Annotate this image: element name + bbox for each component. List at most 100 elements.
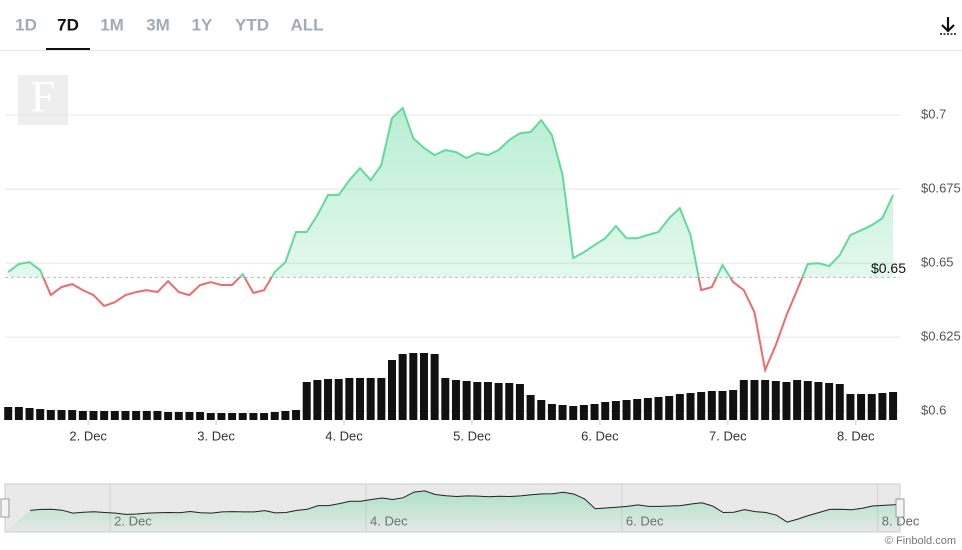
y-tick-label: $0.625 (921, 329, 961, 344)
navigator-handle[interactable] (895, 498, 905, 518)
volume-bar (4, 407, 13, 420)
volume-bar (57, 410, 66, 420)
volume-bar (761, 380, 770, 420)
y-tick-label: $0.675 (921, 181, 961, 196)
volume-bar (803, 381, 812, 420)
range-tab[interactable]: 1D (15, 15, 37, 34)
credit: © Finbold.com (885, 535, 956, 547)
volume-bar (835, 384, 844, 420)
volume-bar (526, 395, 535, 420)
range-tab[interactable]: 1M (100, 15, 124, 34)
volume-bar (825, 383, 834, 420)
volume-bar (537, 400, 546, 420)
range-tab[interactable]: 3M (146, 15, 170, 34)
logo-text: F (31, 72, 55, 121)
volume-bar (185, 412, 194, 420)
x-tick-label: 5. Dec (453, 428, 491, 443)
volume-bar (206, 413, 215, 420)
volume-bar (867, 394, 876, 420)
volume-bar (665, 396, 674, 420)
range-tab[interactable]: YTD (235, 15, 269, 34)
volume-bar (89, 411, 98, 420)
volume-bar (579, 405, 588, 420)
volume-bar (675, 394, 684, 420)
volume-bar (814, 382, 823, 420)
volume-bar (771, 381, 780, 420)
volume-bar (494, 383, 503, 420)
price-area (8, 108, 894, 278)
volume-bar (292, 410, 301, 420)
volume-bar (889, 392, 898, 420)
volume-bar (739, 380, 748, 420)
x-tick-label: 6. Dec (581, 428, 619, 443)
volume-bar (249, 413, 258, 420)
volume-bar (633, 399, 642, 420)
volume-bar (217, 413, 226, 420)
range-tab[interactable]: 1Y (192, 15, 213, 34)
plot-area: $0.6 $0.625 $0.65 $0.675 $0.7 2. Dec 3. Dec 4. … (4, 106, 961, 443)
volume-bar (686, 393, 695, 420)
volume-bar (46, 410, 55, 420)
volume-bar (36, 409, 45, 420)
volume-bar (729, 390, 738, 420)
y-tick-label: $0.6 (921, 403, 946, 418)
volume-bar (707, 391, 716, 420)
volume-bar (142, 411, 151, 420)
volume-bar (622, 400, 631, 420)
volume-bar (473, 382, 482, 420)
volume-bar (505, 383, 514, 420)
volume-bar (25, 408, 34, 420)
volume-bar (697, 392, 706, 420)
volume-bar (515, 384, 524, 420)
volume-bar (238, 413, 247, 420)
volume-bar (750, 380, 759, 420)
navigator-area (5, 490, 900, 532)
x-tick-label: 3. Dec (197, 428, 235, 443)
volume-bar (356, 378, 365, 420)
volume-bar (643, 398, 652, 420)
volume-bar (569, 406, 578, 420)
tab-underline (46, 48, 90, 51)
volume-bar (419, 353, 428, 420)
volume-bar (483, 382, 492, 420)
volume-bar (228, 413, 237, 420)
volume-bar (878, 393, 887, 420)
volume-bar (462, 381, 471, 420)
x-tick-label: 4. Dec (325, 428, 363, 443)
volume-bar (100, 411, 109, 420)
volume-bar (388, 360, 396, 420)
volume-bar (281, 411, 290, 420)
volume-bar (601, 402, 610, 420)
download-button[interactable] (940, 17, 957, 35)
reference-label: $0.65 (871, 260, 906, 276)
x-tick-label: 8. Dec (837, 428, 875, 443)
volume-bar (164, 412, 173, 420)
volume-bar (547, 404, 556, 420)
volume-bar (654, 397, 663, 420)
volume-bar (451, 380, 460, 420)
volume-bar (611, 401, 620, 420)
volume-bar (857, 394, 866, 420)
x-tick-label: 7. Dec (709, 428, 747, 443)
volume-bar (121, 411, 130, 420)
volume-bar (196, 412, 205, 420)
volume-bar (846, 394, 855, 420)
volume-bar (153, 411, 162, 420)
range-tab[interactable]: ALL (290, 15, 323, 34)
volume-bar (302, 382, 311, 420)
volume-bar (793, 380, 802, 420)
volume-bar (558, 405, 567, 420)
range-tab[interactable]: 7D (57, 15, 79, 34)
volume-bar (324, 379, 333, 420)
navigator-handle[interactable] (0, 498, 10, 518)
volume-bar (782, 382, 791, 420)
volume-bar (14, 407, 23, 420)
volume-bar (260, 413, 269, 420)
y-tick-label: $0.65 (921, 255, 954, 270)
volume-bar (366, 378, 375, 420)
volume-bar (345, 378, 354, 420)
volume-bar (174, 412, 183, 420)
volume-bar (590, 404, 599, 420)
